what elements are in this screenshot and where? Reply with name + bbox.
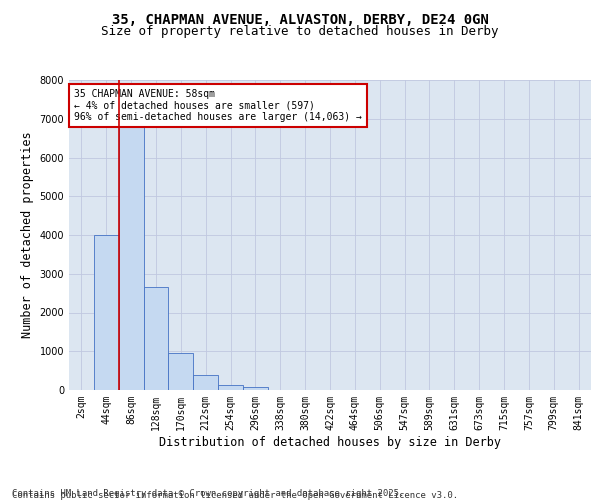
X-axis label: Distribution of detached houses by size in Derby: Distribution of detached houses by size …	[159, 436, 501, 448]
Text: Contains public sector information licensed under the Open Government Licence v3: Contains public sector information licen…	[12, 491, 458, 500]
Text: 35 CHAPMAN AVENUE: 58sqm
← 4% of detached houses are smaller (597)
96% of semi-d: 35 CHAPMAN AVENUE: 58sqm ← 4% of detache…	[74, 90, 362, 122]
Bar	[119, 96, 143, 390]
Text: Contains HM Land Registry data © Crown copyright and database right 2025.: Contains HM Land Registry data © Crown c…	[12, 488, 404, 498]
Bar	[243, 388, 268, 390]
Y-axis label: Number of detached properties: Number of detached properties	[21, 132, 34, 338]
Bar	[94, 235, 119, 390]
Text: 35, CHAPMAN AVENUE, ALVASTON, DERBY, DE24 0GN: 35, CHAPMAN AVENUE, ALVASTON, DERBY, DE2…	[112, 12, 488, 26]
Bar	[193, 376, 218, 390]
Bar	[143, 288, 169, 390]
Bar	[218, 385, 243, 390]
Bar	[169, 353, 193, 390]
Text: Size of property relative to detached houses in Derby: Size of property relative to detached ho…	[101, 25, 499, 38]
